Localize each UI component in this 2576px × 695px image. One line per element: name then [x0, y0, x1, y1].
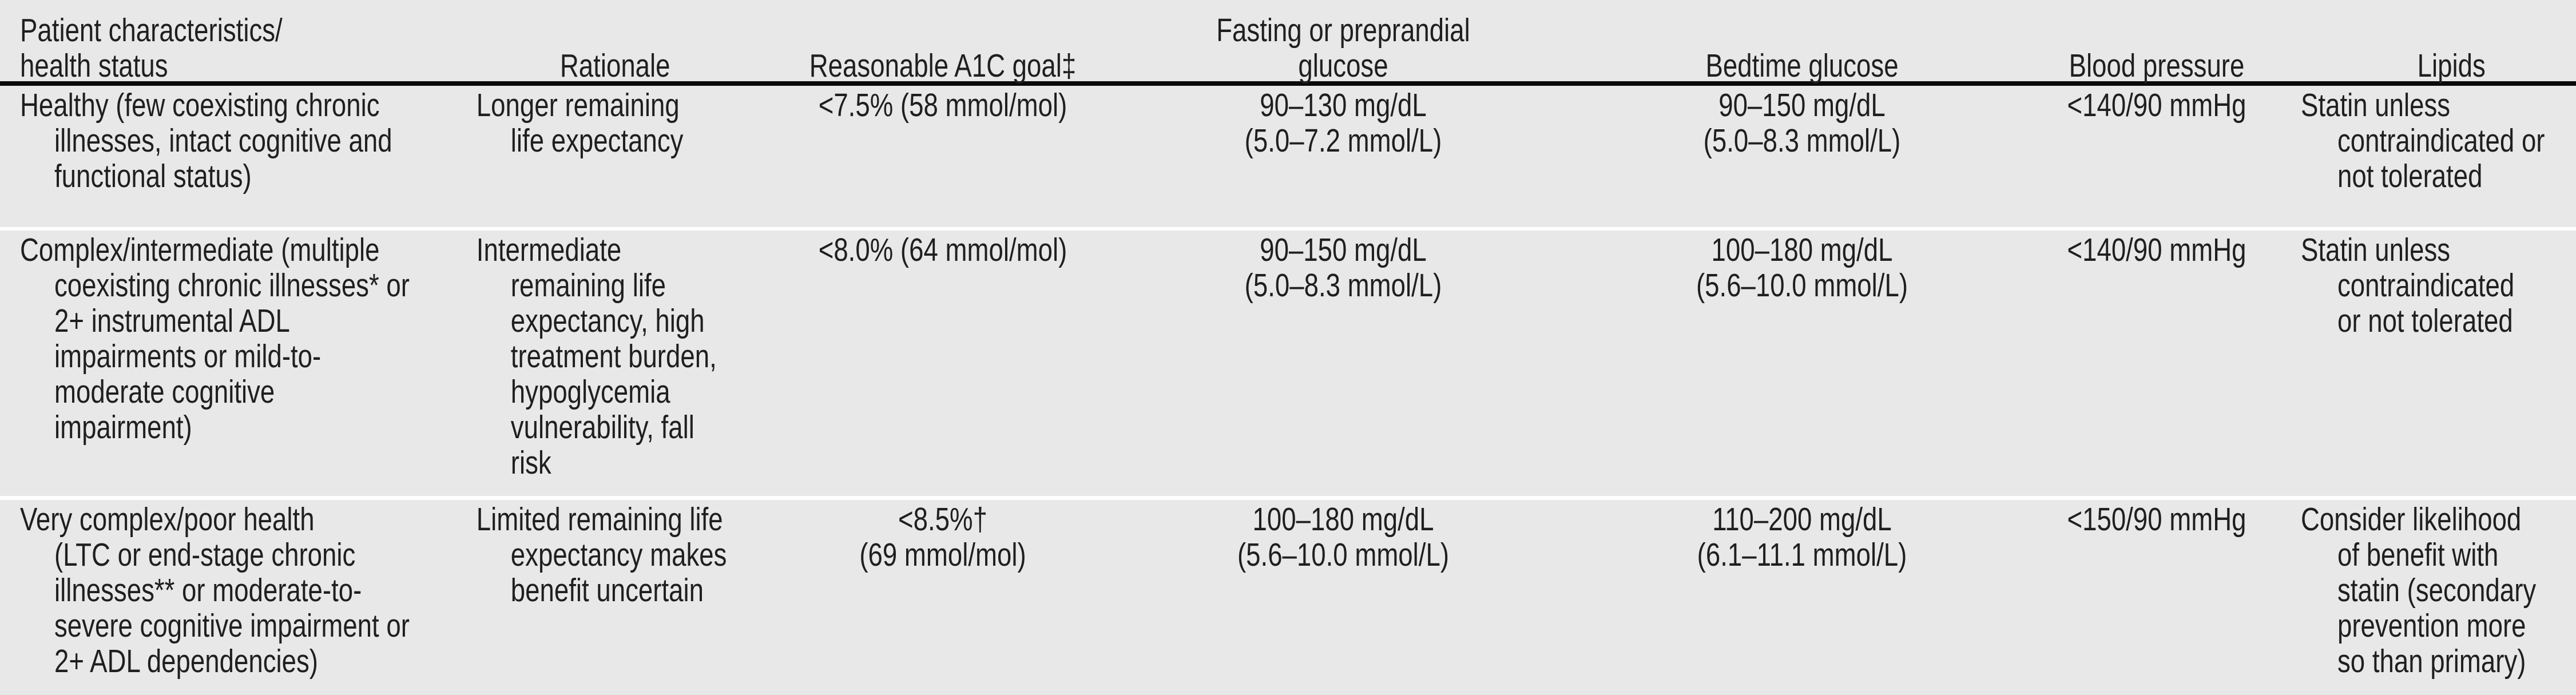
cell-healthy-bp: <140/90 mmHg [2067, 87, 2246, 124]
cell-verycomplex-patient: Very complex/poor health (LTC or end-sta… [20, 501, 410, 680]
cell-complex-rationale: Intermediate remaining life expectancy, … [476, 232, 717, 481]
cell-verycomplex-a1c: <8.5%† (69 mmol/mol) [859, 501, 1026, 573]
cell-verycomplex-bp: <150/90 mmHg [2067, 501, 2246, 538]
col-header-a1c-goal: Reasonable A1C goal‡ [809, 47, 1077, 84]
col-header-patient-characteristics: Patient characteristics/ health status [20, 12, 283, 84]
cell-complex-a1c: <8.0% (64 mmol/mol) [818, 232, 1067, 268]
cell-complex-fasting: 90–150 mg/dL (5.0–8.3 mmol/L) [1244, 232, 1442, 304]
cell-verycomplex-fasting: 100–180 mg/dL (5.6–10.0 mmol/L) [1237, 501, 1450, 573]
cell-healthy-fasting: 90–130 mg/dL (5.0–7.2 mmol/L) [1244, 87, 1442, 159]
cell-healthy-patient: Healthy (few coexisting chronic illnesse… [20, 87, 392, 194]
cell-healthy-rationale: Longer remaining life expectancy [476, 87, 684, 159]
cell-healthy-bedtime: 90–150 mg/dL (5.0–8.3 mmol/L) [1703, 87, 1901, 159]
cell-complex-patient: Complex/intermediate (multiple coexistin… [20, 232, 410, 446]
cell-verycomplex-lipids: Consider likelihood of benefit with stat… [2301, 501, 2537, 680]
cell-healthy-lipids: Statin unless contraindicated or not tol… [2301, 87, 2545, 194]
col-header-bedtime-glucose: Bedtime glucose [1705, 47, 1899, 84]
cell-complex-bp: <140/90 mmHg [2067, 232, 2246, 268]
table-header-row: Patient characteristics/ health status R… [0, 0, 2576, 86]
col-header-rationale: Rationale [559, 47, 670, 84]
table-row-complex-intermediate: Complex/intermediate (multiple coexistin… [0, 231, 2576, 496]
col-header-lipids: Lipids [2417, 47, 2486, 84]
col-header-fasting-glucose: Fasting or preprandial glucose [1216, 12, 1470, 84]
cell-verycomplex-rationale: Limited remaining life expectancy makes … [476, 501, 727, 609]
cell-verycomplex-bedtime: 110–200 mg/dL (6.1–11.1 mmol/L) [1697, 501, 1907, 573]
cell-complex-bedtime: 100–180 mg/dL (5.6–10.0 mmol/L) [1696, 232, 1908, 304]
table-row-very-complex-poor-health: Very complex/poor health (LTC or end-sta… [0, 500, 2576, 695]
cell-healthy-a1c: <7.5% (58 mmol/mol) [818, 87, 1067, 124]
col-header-blood-pressure: Blood pressure [2069, 47, 2245, 84]
cell-complex-lipids: Statin unless contraindicated or not tol… [2301, 232, 2515, 339]
table-row-healthy: Healthy (few coexisting chronic illnesse… [0, 86, 2576, 227]
